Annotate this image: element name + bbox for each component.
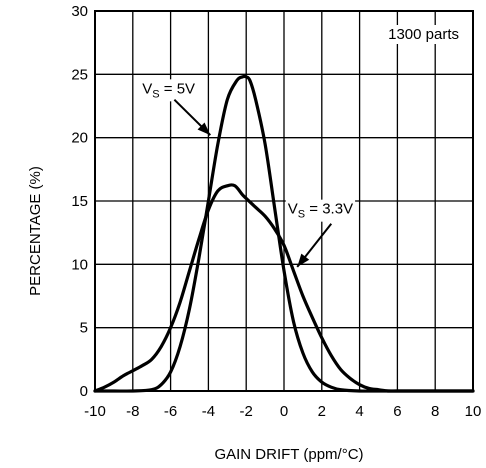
- parts-count-note: 1300 parts: [388, 26, 459, 43]
- x-tick-label: 4: [355, 403, 363, 420]
- x-tick-label: -4: [202, 403, 215, 420]
- series-line-1: [93, 183, 475, 393]
- x-tick-label: 2: [318, 403, 326, 420]
- series-line-0: [93, 74, 475, 393]
- series-label-1: VS = 3.3V: [288, 201, 353, 221]
- series-lines: [93, 74, 475, 393]
- grid-lines: [94, 10, 474, 392]
- y-tick-label: 30: [71, 3, 88, 20]
- x-tick-labels: -10 -8 -6 -4 -2 0 2 4 6 8 10: [84, 403, 481, 420]
- y-tick-labels: 0 5 10 15 20 25 30: [71, 3, 88, 400]
- y-tick-label: 10: [71, 256, 88, 273]
- x-tick-label: -10: [84, 403, 106, 420]
- x-tick-label: 6: [393, 403, 401, 420]
- plot-frame: [94, 10, 474, 392]
- x-axis-label: GAIN DRIFT (ppm/°C): [214, 446, 363, 463]
- y-tick-label: 20: [71, 130, 88, 147]
- annotation-arrow-head: [297, 253, 310, 267]
- x-tick-label: 0: [280, 403, 288, 420]
- series-label-0: VS = 5V: [142, 80, 195, 100]
- note-background: [385, 25, 462, 44]
- y-tick-label: 0: [80, 383, 88, 400]
- y-axis-label: PERCENTAGE (%): [27, 166, 44, 296]
- y-tick-label: 15: [71, 193, 88, 210]
- x-tick-label: 8: [431, 403, 439, 420]
- y-tick-label: 5: [80, 320, 88, 337]
- annotation-arrow-head: [197, 122, 211, 136]
- x-tick-label: -6: [164, 403, 177, 420]
- series-annotations: VS = 5V VS = 3.3V: [140, 79, 356, 268]
- series-label-background: [140, 79, 198, 102]
- y-tick-label: 25: [71, 66, 88, 83]
- x-tick-label: 10: [465, 403, 482, 420]
- x-tick-label: -2: [240, 403, 253, 420]
- x-tick-label: -8: [126, 403, 139, 420]
- series-label-background: [285, 199, 356, 222]
